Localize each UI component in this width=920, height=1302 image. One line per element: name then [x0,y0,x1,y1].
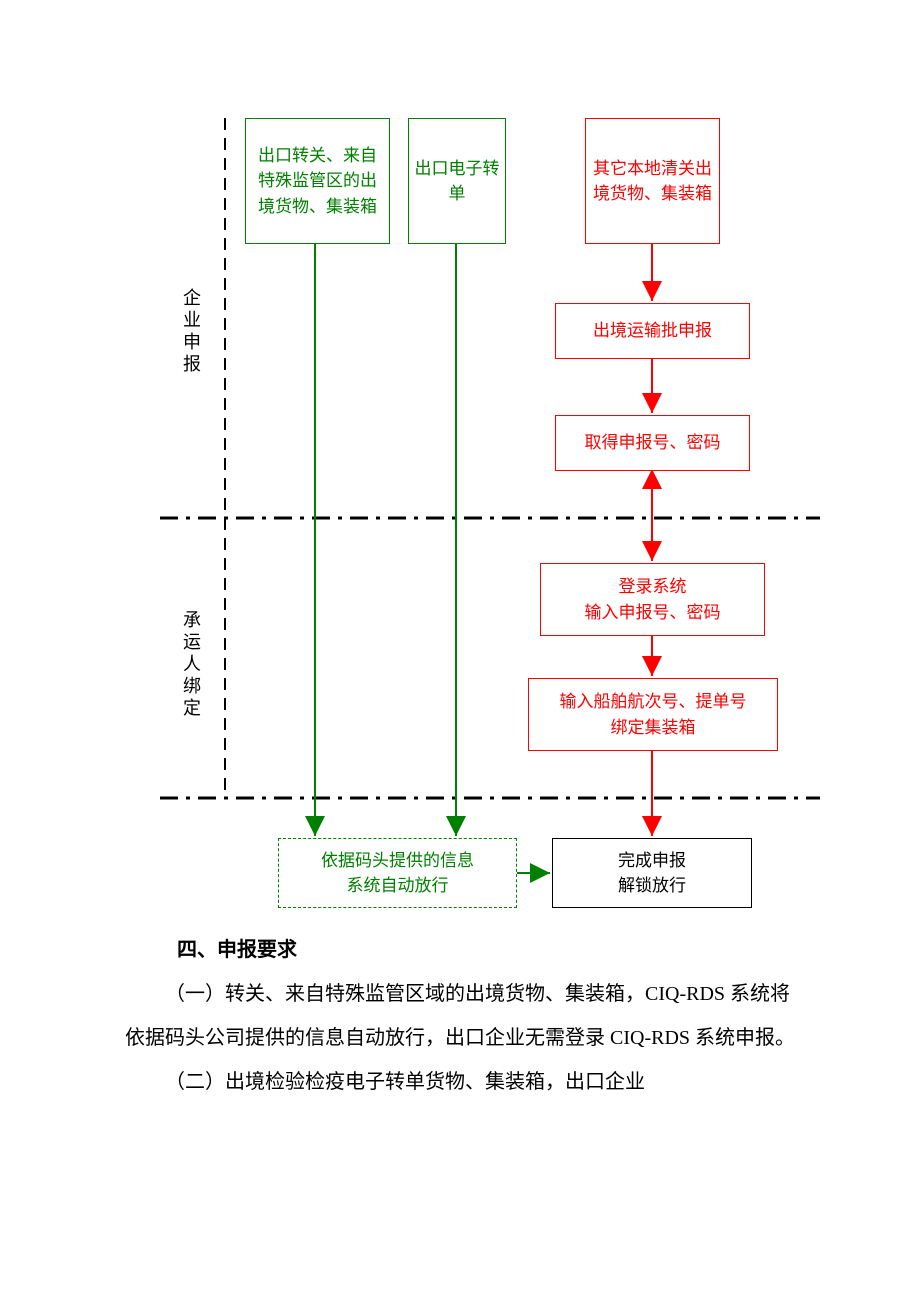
box-text: 取得申报号、密码 [585,430,721,456]
box-login: 登录系统 输入申报号、密码 [540,563,765,636]
box-input-voyage: 输入船舶航次号、提单号 绑定集装箱 [528,678,778,751]
flowchart-diagram: 企业申报 承运人绑定 出口转关、来自特殊监管区的出境货物、集装箱 出口电子转单 … [160,118,820,908]
box-text: 出境运输批申报 [593,318,712,344]
box-export-electronic: 出口电子转单 [408,118,506,244]
paragraph-1: （一）转关、来自特殊监管区域的出境货物、集装箱，CIQ-RDS 系统将依据码头公… [125,972,795,1060]
section-label-bottom: 承运人绑定 [178,610,204,720]
box-text: 绑定集装箱 [611,715,696,741]
box-text: 输入船舶航次号、提单号 [560,689,747,715]
box-text: 解锁放行 [618,873,686,899]
section-label-top: 企业申报 [178,288,204,376]
box-text: 完成申报 [618,848,686,874]
box-other-local: 其它本地清关出境货物、集装箱 [585,118,720,244]
box-text: 其它本地清关出境货物、集装箱 [590,156,715,207]
box-text: 输入申报号、密码 [585,600,721,626]
box-text: 出口转关、来自特殊监管区的出境货物、集装箱 [250,143,385,220]
heading-four: 四、申报要求 [125,928,795,972]
box-get-number: 取得申报号、密码 [555,415,750,471]
box-complete: 完成申报 解锁放行 [552,838,752,908]
box-text: 依据码头提供的信息 [321,848,474,874]
box-transport-declare: 出境运输批申报 [555,303,750,359]
box-text: 登录系统 [619,574,687,600]
box-auto-release: 依据码头提供的信息 系统自动放行 [278,838,517,908]
box-export-transit: 出口转关、来自特殊监管区的出境货物、集装箱 [245,118,390,244]
body-text: 四、申报要求 （一）转关、来自特殊监管区域的出境货物、集装箱，CIQ-RDS 系… [125,928,795,1104]
box-text: 系统自动放行 [347,873,449,899]
box-text: 出口电子转单 [413,156,501,207]
paragraph-2: （二）出境检验检疫电子转单货物、集装箱，出口企业 [125,1060,795,1104]
